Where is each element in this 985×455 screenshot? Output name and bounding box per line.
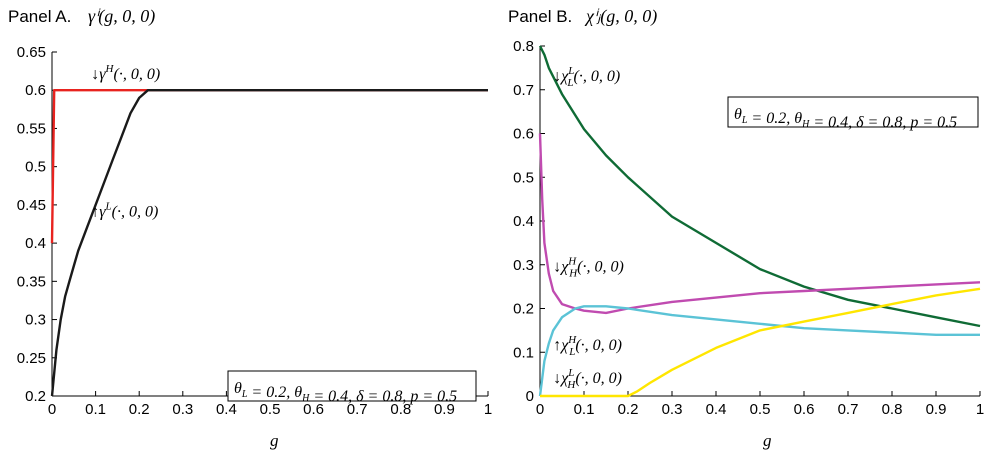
y-tick-label: 0.55 [17,120,46,137]
x-tick-label: 0.5 [750,401,771,418]
panel-b-x-axis-label: g [763,431,772,450]
x-tick-label: 0.1 [574,401,595,418]
x-tick-label: 0.1 [85,401,106,418]
series-annotation-1: ↓χH H(·, 0, 0) [553,255,624,279]
x-tick-label: 0.5 [260,401,281,418]
x-tick-label: 0.4 [706,401,727,418]
y-tick-label: 0.7 [513,82,534,99]
y-tick-label: 0.2 [513,301,534,318]
y-tick-label: 0.1 [513,344,534,361]
series-annotation-0: ↓γH(·, 0, 0) [91,63,160,83]
y-tick-label: 0.6 [25,82,46,99]
panel-a-chart: Panel A. γⁱ(g, 0, 0) 0 0.1 0.2 0.3 0.4 0.5 0.6… [8,6,492,450]
x-tick-label: 0.7 [347,401,368,418]
y-tick-label: 0.5 [25,159,46,176]
y-tick-label: 0.4 [25,235,46,252]
series-annotation-1: ↑γL(·, 0, 0) [91,200,158,220]
y-tick-label: 0.5 [513,169,534,186]
panel-b-title-math: χⁱⱼ(g, 0, 0) [584,6,657,27]
panel-b-chart: Panel B. χⁱⱼ(g, 0, 0) 0 0.1 0.2 0.3 0.4 0.5 0.… [508,6,984,450]
series-line-0 [538,45,981,328]
y-tick-label: 0.8 [513,38,534,55]
series-line-2 [538,305,980,397]
x-tick-label: 0.8 [882,401,903,418]
panel-a-label: Panel A. [8,7,71,26]
x-tick-label: 0.7 [838,401,859,418]
x-tick-label: 0 [48,401,56,418]
x-tick-label: 0.2 [129,401,150,418]
x-tick-label: 0.8 [390,401,411,418]
y-tick-label: 0.25 [17,350,46,367]
x-tick-label: 0 [536,401,544,418]
x-tick-label: 0.6 [303,401,324,418]
parameter-box: θL = 0.2, θH = 0.4, δ = 0.8, p = 0.5 [727,96,979,131]
series-annotation-0: ↓χL L(·, 0, 0) [553,65,620,89]
y-tick-label: 0.4 [513,213,534,230]
panel-b-plot-area: 0 0.1 0.2 0.3 0.4 0.5 0.6 0.7 0.8 0.9 1 0 0.1 0.2 0.3 0… [513,38,984,418]
parameter-box-text: θL = 0.2, θH = 0.4, δ = 0.8, p = 0.5 [234,380,457,405]
x-tick-label: 0.4 [216,401,237,418]
x-tick-label: 1 [976,401,984,418]
parameter-box: θL = 0.2, θH = 0.4, δ = 0.8, p = 0.5 [227,370,477,405]
y-tick-label: 0.6 [513,126,534,143]
y-tick-label: 0 [526,388,534,405]
y-tick-label: 0.35 [17,273,46,290]
series-line-1 [50,89,488,397]
series-line-1 [538,133,981,315]
y-tick-label: 0.65 [17,44,46,61]
y-tick-label: 0.45 [17,197,46,214]
y-tick-label: 0.3 [513,257,534,274]
x-tick-label: 0.2 [618,401,639,418]
panel-a-plot-area: 0 0.1 0.2 0.3 0.4 0.5 0.6 0.7 0.8 0.9 1 0.2 0.25 0.3 0… [17,44,492,418]
panel-a-title-math: γⁱ(g, 0, 0) [88,6,155,27]
parameter-box-text: θL = 0.2, θH = 0.4, δ = 0.8, p = 0.5 [734,106,957,131]
x-tick-label: 1 [484,401,492,418]
y-tick-label: 0.3 [25,312,46,329]
y-tick-label: 0.2 [25,388,46,405]
series-line-3 [540,287,981,398]
x-tick-label: 0.3 [172,401,193,418]
parameter-box-frame [727,96,979,128]
series-annotation-3: ↓χL H(·, 0, 0) [553,367,622,391]
parameter-box-frame [227,370,477,402]
series-annotation-2: ↑χH L(·, 0, 0) [553,334,622,358]
x-tick-label: 0.6 [794,401,815,418]
panel-b-label: Panel B. [508,7,572,26]
x-tick-label: 0.9 [434,401,455,418]
x-tick-label: 0.3 [662,401,683,418]
panel-a-x-axis-label: g [270,431,279,450]
x-tick-label: 0.9 [926,401,947,418]
